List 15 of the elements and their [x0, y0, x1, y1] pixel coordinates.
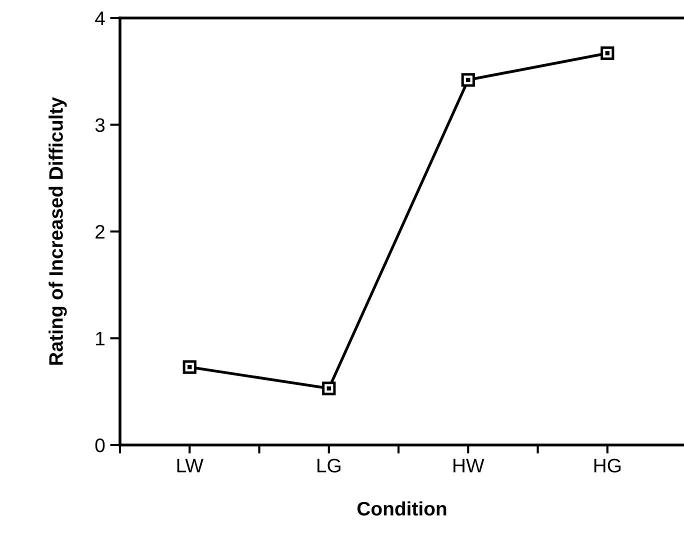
y-axis-title: Rating of Increased Difficulty [48, 97, 67, 365]
point [600, 46, 614, 60]
y-tick-label: 0 [95, 438, 105, 452]
y-tick-label: 3 [95, 118, 105, 132]
y-tick-label: 4 [95, 12, 105, 26]
x-tick-label: HW [454, 458, 484, 472]
x-axis-title: Condition [357, 501, 446, 516]
point [461, 73, 475, 87]
x-tick-label: LG [318, 458, 340, 472]
y-tick-label: 2 [96, 224, 104, 239]
point [322, 382, 336, 396]
point [182, 360, 196, 374]
y-tick-label: 1 [96, 332, 104, 346]
x-tick-label: LW [177, 458, 204, 472]
x-tick-label: HG [594, 458, 621, 472]
